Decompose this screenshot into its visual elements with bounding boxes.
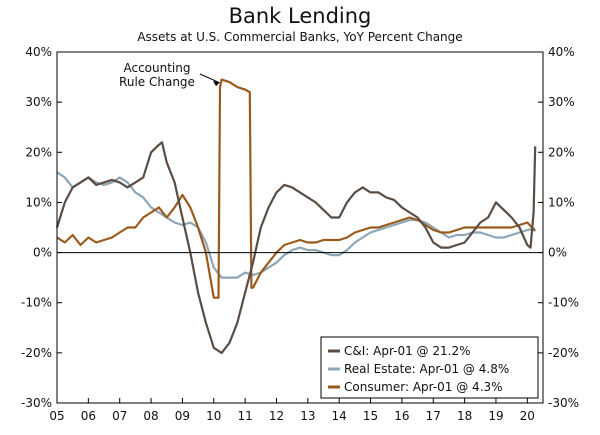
legend: C&I: Apr-01 @ 21.2% Real Estate: Apr-01 @… [320, 336, 539, 399]
x-tick-label: 13 [300, 409, 315, 423]
x-tick-label: 20 [520, 409, 535, 423]
y-tick-label-left: 30% [25, 95, 52, 109]
y-tick-label-right: 30% [548, 95, 575, 109]
y-tick-label-right: -10% [548, 296, 579, 310]
y-tick-label-right: 0% [548, 246, 567, 260]
legend-item-real-estate-label: Real Estate: Apr-01 @ 4.8% [344, 362, 509, 376]
series-real-estate-line [56, 171, 536, 279]
x-tick-label: 06 [81, 409, 96, 423]
x-tick-label: 05 [49, 409, 64, 423]
y-tick-label-left: 0% [33, 246, 52, 260]
series-ci-line [55, 141, 537, 354]
y-tick-label-left: 10% [25, 195, 52, 209]
y-tick-label-left: -10% [21, 296, 52, 310]
annotation-line-1: Accounting [123, 61, 190, 75]
y-tick-label-left: -20% [21, 346, 52, 360]
annotation-line-2: Rule Change [119, 75, 195, 89]
annotation-arrow [199, 73, 219, 83]
y-tick-label-right: -30% [548, 396, 579, 410]
chart-title: Bank Lending [228, 4, 372, 28]
x-tick-label: 15 [363, 409, 378, 423]
x-axis: 05 06 07 08 09 10 11 12 13 14 15 16 17 18 19 20 [49, 398, 535, 423]
x-tick-label: 07 [112, 409, 127, 423]
chart-subtitle: Assets at U.S. Commercial Banks, YoY Per… [137, 30, 463, 44]
x-tick-label: 14 [332, 409, 347, 423]
x-tick-label: 16 [394, 409, 409, 423]
x-tick-label: 12 [269, 409, 284, 423]
x-tick-label: 17 [426, 409, 441, 423]
plot-frame [56, 51, 544, 404]
legend-item-ci-label: C&I: Apr-01 @ 21.2% [344, 344, 470, 358]
x-tick-label: 19 [488, 409, 503, 423]
y-axis-left: 40% 30% 20% 10% 0% -10% -20% -30% [21, 45, 62, 410]
y-tick-label-right: 10% [548, 195, 575, 209]
x-tick-label: 10 [206, 409, 221, 423]
y-tick-label-left: 20% [25, 145, 52, 159]
legend-item-consumer-label: Consumer: Apr-01 @ 4.3% [344, 380, 503, 394]
y-tick-label-right: 40% [548, 45, 575, 59]
y-tick-label-left: -30% [21, 396, 52, 410]
y-tick-label-right: 20% [548, 145, 575, 159]
series-layer [55, 78, 537, 354]
x-tick-label: 08 [143, 409, 158, 423]
x-tick-label: 11 [237, 409, 252, 423]
series-consumer-line [56, 78, 537, 299]
y-axis-right: 40% 30% 20% 10% 0% -10% -20% -30% [538, 45, 579, 410]
x-tick-label: 18 [457, 409, 472, 423]
y-tick-label-left: 40% [25, 45, 52, 59]
legend-box [320, 336, 539, 399]
x-tick-label: 09 [175, 409, 190, 423]
y-tick-label-right: -20% [548, 346, 579, 360]
annotation-arrowhead [213, 81, 221, 87]
